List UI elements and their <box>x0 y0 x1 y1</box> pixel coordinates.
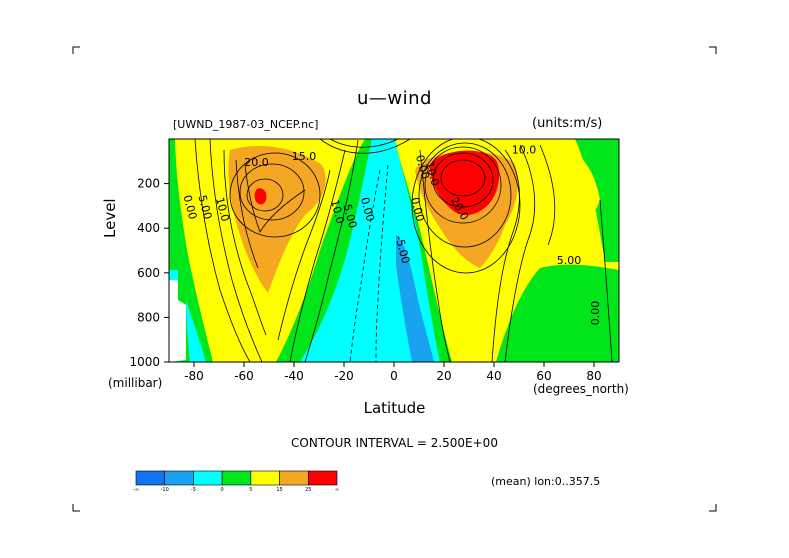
band-neg5-south-surface-b <box>186 300 206 362</box>
y-tick-label: 200 <box>137 177 160 191</box>
chart-title: u—wind <box>357 88 432 109</box>
y-tick-label: 1000 <box>129 355 160 369</box>
file-label: [UWND_1987-03_NCEP.nc] <box>173 118 319 131</box>
contour-interval-text: CONTOUR INTERVAL = 2.500E+00 <box>291 436 498 450</box>
x-unit-label: (degrees_north) <box>533 382 629 396</box>
y-tick-label: 800 <box>137 310 160 324</box>
contour-label: 10.0 <box>512 143 537 156</box>
x-axis-label: Latitude <box>363 399 426 417</box>
contour-lines <box>194 139 613 362</box>
contour-label: 0.00 <box>589 301 602 326</box>
x-tick-label: 40 <box>486 369 501 383</box>
colorbar-tick-label: -5 <box>191 487 196 493</box>
contour-label: 5.00 <box>557 254 582 267</box>
contour-top-1 <box>329 139 399 148</box>
units-label: (units:m/s) <box>532 116 603 131</box>
contour-labels: 20.0 15.010.05.000.00 10.05.000.00-5.000.0… <box>180 143 602 325</box>
colorbar-tick-label: 25 <box>305 487 311 493</box>
contour-south-7 <box>289 149 346 362</box>
contour-label: 0.00 <box>180 194 199 221</box>
contour-north-ring-4 <box>418 142 512 248</box>
x-tick-label: 0 <box>390 369 398 383</box>
contour-south-5 <box>244 164 306 233</box>
x-tick-label: -80 <box>184 369 204 383</box>
colorbar-tick-label: 0 <box>221 487 224 493</box>
contour-label: 10.0 <box>423 160 442 187</box>
contour-south-8 <box>304 139 359 362</box>
x-tick-label: -20 <box>334 369 354 383</box>
contour-north-ring-2 <box>432 152 494 208</box>
contour-label: 0.00 <box>358 196 377 223</box>
y-tick-label: 400 <box>137 221 160 235</box>
contour-top-2 <box>319 139 411 154</box>
contour-north-1 <box>419 149 451 362</box>
contour-south-1 <box>194 139 251 362</box>
contour-north-3 <box>504 144 536 362</box>
colorbar-swatch <box>307 470 338 486</box>
colorbar-swatch <box>279 470 309 486</box>
colorbar-swatch <box>250 470 280 486</box>
band-5-north-tip <box>560 145 600 225</box>
contour-label: 20.0 <box>244 156 269 169</box>
contour-north-ring-3 <box>424 146 502 224</box>
colorbar-tick-label: -10 <box>161 487 169 493</box>
contour-label: 5.00 <box>340 203 359 230</box>
contour-south-ring-1 <box>246 178 284 212</box>
x-tick-label: 60 <box>536 369 551 383</box>
colorbar-tick-label: 15 <box>276 487 282 493</box>
colorbar: -∞ -10 -5 0 5 15 25 ∞ <box>133 470 339 493</box>
y-axis-ticks: 200 400 600 800 1000 <box>129 177 169 369</box>
band-neg10-equator <box>396 235 434 362</box>
contour-north-ring-1 <box>440 159 486 197</box>
contour-south-6 <box>277 169 331 341</box>
band-25-south <box>254 188 267 205</box>
contour-north-5 <box>599 199 613 362</box>
x-axis-ticks: -80 -60 -40 -20 0 20 40 60 80 <box>184 362 602 383</box>
contour-label: 10.0 <box>213 196 232 223</box>
contour-south-ring-3 <box>229 152 321 238</box>
x-tick-label: -40 <box>284 369 304 383</box>
colorbar-swatch <box>164 470 194 486</box>
contour-north-ring-5 <box>411 139 521 274</box>
colorbar-swatch <box>135 470 166 486</box>
contour-south-ring-2 <box>239 163 305 221</box>
below-ground-mask <box>169 280 186 362</box>
contour-north-4 <box>539 144 556 246</box>
x-tick-label: 20 <box>436 369 451 383</box>
contour-south-3 <box>223 149 267 336</box>
contour-label: 10.0 <box>328 198 347 225</box>
contour-label: 5.00 <box>195 194 214 221</box>
x-tick-label: -60 <box>234 369 254 383</box>
footer-text: (mean) lon:0..357.5 <box>491 475 601 488</box>
colorbar-tick-label: ∞ <box>335 487 339 493</box>
band-25-north <box>430 150 500 216</box>
y-tick-label: 600 <box>137 266 160 280</box>
contour-south-2 <box>209 139 263 362</box>
contour-label: 0.00 <box>408 196 427 223</box>
colorbar-tick-label: -∞ <box>133 487 139 493</box>
colorbar-tick-label: 5 <box>249 487 252 493</box>
contour-label: 0.00 <box>413 154 432 181</box>
x-tick-label: 80 <box>586 369 601 383</box>
colorbar-swatch <box>221 470 252 486</box>
y-unit-label: (millibar) <box>108 376 163 390</box>
contour-north-2 <box>491 149 520 362</box>
corner-marks <box>72 46 717 512</box>
colorbar-swatch <box>193 470 223 486</box>
contour-label: 15.0 <box>292 150 317 163</box>
